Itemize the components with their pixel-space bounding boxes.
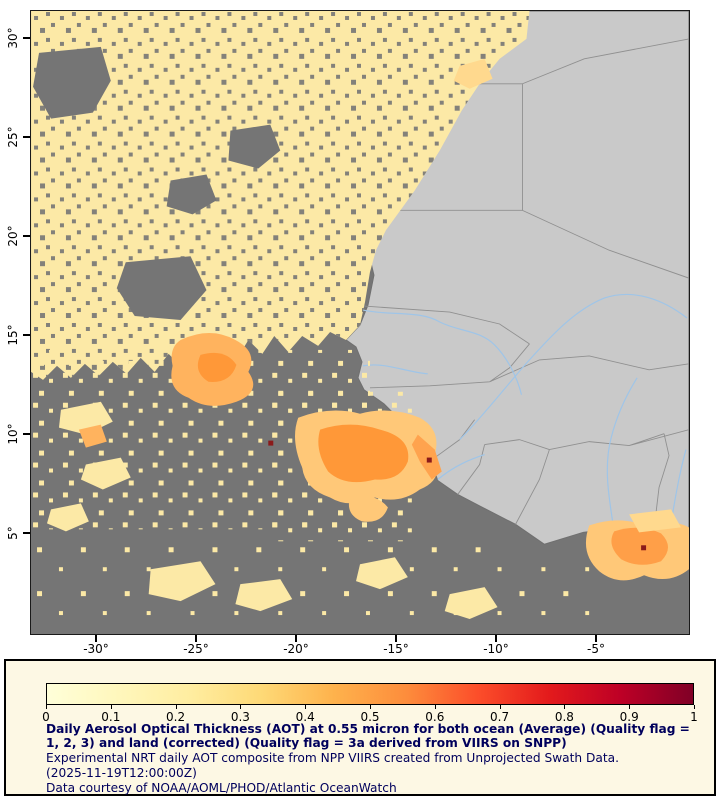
lat-tick: [23, 136, 30, 138]
caption-subtitle: Experimental NRT daily AOT composite fro…: [46, 750, 620, 765]
colorbar-tick: [499, 705, 501, 709]
caption-timestamp: (2025-11-19T12:00:00Z): [46, 765, 197, 780]
lat-tick: [23, 433, 30, 435]
colorbar-label: 0.5: [360, 710, 380, 724]
figure-caption: Daily Aerosol Optical Thickness (AOT) at…: [46, 722, 691, 797]
colorbar-tick: [240, 705, 242, 709]
colorbar: 0 0.1 0.2 0.3 0.4 0.5 0.6 0.7 0.8 0.9 1: [42, 683, 698, 724]
lon-axis-label: -15°: [383, 642, 409, 656]
colorbar-tick: [629, 705, 631, 709]
colorbar-label: 0.9: [619, 710, 639, 724]
lat-axis-label: 5°: [6, 526, 20, 540]
lon-axis-label: -25°: [183, 642, 209, 656]
colorbar-tick: [46, 705, 47, 709]
colorbar-label: 0.2: [166, 710, 186, 724]
map-canvas: [31, 11, 689, 634]
colorbar-label: 0.4: [295, 710, 315, 724]
lon-tick: [495, 635, 497, 642]
lat-tick: [23, 334, 30, 336]
colorbar-label: 0.7: [490, 710, 510, 724]
rivers-layer: [362, 293, 688, 537]
lon-axis-label: -10°: [483, 642, 509, 656]
caption-title: Daily Aerosol Optical Thickness (AOT) at…: [46, 722, 690, 750]
lon-tick: [195, 635, 197, 642]
legend-box: 0 0.1 0.2 0.3 0.4 0.5 0.6 0.7 0.8 0.9 1 …: [4, 659, 716, 796]
lat-axis-label: 25°: [6, 126, 20, 148]
colorbar-tick: [110, 705, 112, 709]
colorbar-tick: [175, 705, 177, 709]
lon-tick: [395, 635, 397, 642]
colorbar-tick: [305, 705, 307, 709]
colorbar-tick: [434, 705, 436, 709]
aot-data-high-layer: [78, 58, 689, 581]
lon-axis-label: -30°: [83, 642, 109, 656]
lat-axis-label: 10°: [6, 423, 20, 445]
lon-axis-label: -5°: [587, 642, 605, 656]
lon-tick: [595, 635, 597, 642]
colorbar-tick: [564, 705, 566, 709]
lat-tick: [23, 37, 30, 39]
colorbar-label: 0.8: [554, 710, 574, 724]
lon-axis-label: -20°: [283, 642, 309, 656]
colorbar-gradient: [46, 683, 694, 705]
colorbar-label: 0.6: [425, 710, 445, 724]
lat-tick: [23, 235, 30, 237]
lat-axis-label: 20°: [6, 225, 20, 247]
colorbar-label: 1: [690, 710, 698, 724]
lat-axis-label: 15°: [6, 324, 20, 346]
colorbar-label: 0.1: [101, 710, 121, 724]
colorbar-label: 0.3: [230, 710, 250, 724]
colorbar-label: 0: [42, 710, 50, 724]
map-plot-area: [30, 10, 690, 635]
aot-data-low-layer: [31, 11, 590, 634]
lat-axis-label: 30°: [6, 27, 20, 49]
lon-tick: [295, 635, 297, 642]
lon-tick: [95, 635, 97, 642]
lat-tick: [23, 532, 30, 534]
colorbar-tick: [694, 705, 695, 709]
colorbar-tick: [370, 705, 371, 709]
caption-credit: Data courtesy of NOAA/AOML/PHOD/Atlantic…: [46, 780, 397, 795]
